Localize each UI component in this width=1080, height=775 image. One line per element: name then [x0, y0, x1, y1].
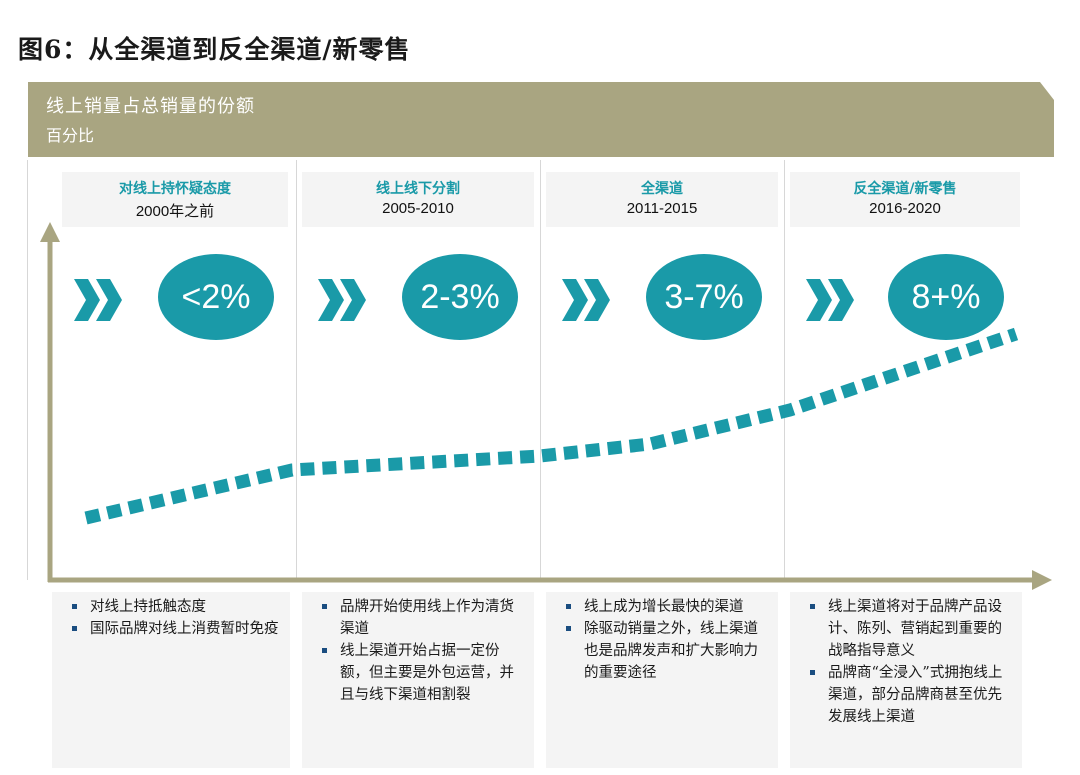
phase-years: 2005-2010 [382, 200, 454, 217]
phase-header: 全渠道 2011-2015 [546, 172, 778, 227]
phase-notes: 对线上持抵触态度 国际品牌对线上消费暂时免疫 [52, 592, 290, 768]
phase-name: 线上线下分割 [376, 181, 460, 197]
note-item: 品牌商“全浸入”式拥抱线上渠道，部分品牌商甚至优先发展线上渠道 [808, 662, 1014, 728]
share-badge: 3-7% [646, 254, 762, 340]
share-badge: 8+% [888, 254, 1004, 340]
figure-title: 图6：从全渠道到反全渠道/新零售 [18, 35, 411, 64]
note-item: 线上渠道开始占据一定份额，但主要是外包运营，并且与线下渠道相割裂 [320, 640, 526, 706]
share-trend-line [84, 327, 1019, 525]
note-item: 除驱动销量之外，线上渠道也是品牌发声和扩大影响力的重要途径 [564, 618, 770, 684]
share-badge: <2% [158, 254, 274, 340]
phase-name: 对线上持怀疑态度 [119, 181, 231, 197]
column-divider [540, 160, 541, 580]
double-chevron-right-icon [74, 279, 122, 321]
phase-header: 线上线下分割 2005-2010 [302, 172, 534, 227]
share-badge: 2-3% [402, 254, 518, 340]
note-item: 对线上持抵触态度 [70, 596, 282, 618]
phase-header: 对线上持怀疑态度 2000年之前 [62, 172, 288, 227]
column-divider [27, 160, 28, 580]
double-chevron-right-icon [318, 279, 366, 321]
column-divider [784, 160, 785, 580]
phase-name: 反全渠道/新零售 [853, 181, 957, 197]
note-item: 品牌开始使用线上作为清货渠道 [320, 596, 526, 640]
chart-banner: 线上销量占总销量的份额 百分比 [28, 82, 1054, 157]
phase-name: 全渠道 [641, 181, 683, 197]
banner-shape [28, 82, 1054, 157]
column-divider [296, 160, 297, 580]
phase-years: 2000年之前 [135, 203, 215, 220]
x-axis-arrowhead [1032, 570, 1052, 590]
y-axis-arrowhead [40, 222, 60, 242]
double-chevron-right-icon [806, 279, 854, 321]
note-item: 国际品牌对线上消费暂时免疫 [70, 618, 282, 640]
phase-years: 2011-2015 [626, 200, 698, 217]
note-item: 线上成为增长最快的渠道 [564, 596, 770, 618]
note-item: 线上渠道将对于品牌产品设计、陈列、营销起到重要的战略指导意义 [808, 596, 1014, 662]
phase-notes: 线上渠道将对于品牌产品设计、陈列、营销起到重要的战略指导意义 品牌商“全浸入”式… [790, 592, 1022, 768]
banner-title: 线上销量占总销量的份额 [46, 96, 255, 117]
phase-notes: 品牌开始使用线上作为清货渠道 线上渠道开始占据一定份额，但主要是外包运营，并且与… [302, 592, 534, 768]
banner-subtitle: 百分比 [46, 126, 95, 145]
phase-notes: 线上成为增长最快的渠道 除驱动销量之外，线上渠道也是品牌发声和扩大影响力的重要途… [546, 592, 778, 768]
double-chevron-right-icon [562, 279, 610, 321]
phase-header: 反全渠道/新零售 2016-2020 [790, 172, 1020, 227]
phase-years: 2016-2020 [869, 200, 941, 217]
